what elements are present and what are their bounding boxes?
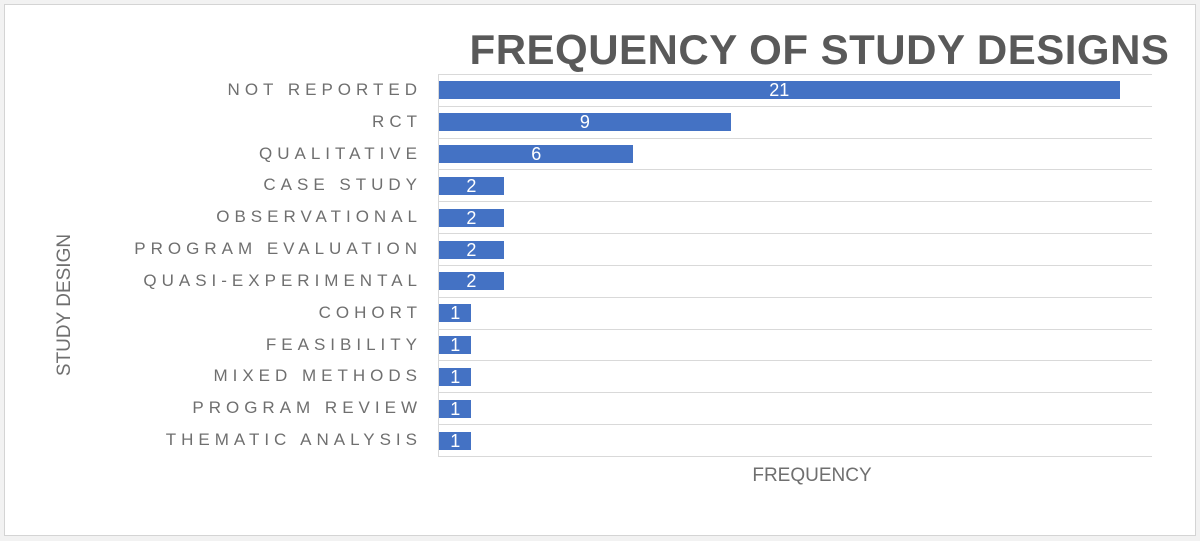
bar-value-label: 1 — [450, 398, 461, 419]
gridline-row: 9 — [439, 105, 1152, 138]
bar-value-label: 1 — [450, 366, 461, 387]
gridline-row: 1 — [439, 392, 1152, 424]
bar: 1 — [439, 303, 472, 324]
category-label: THEMATIC ANALYSIS — [165, 430, 422, 450]
gridline-row: 1 — [439, 424, 1152, 456]
bar-value-label: 1 — [450, 303, 461, 324]
bar: 2 — [439, 207, 504, 228]
gridline-row: 1 — [439, 360, 1152, 392]
category-label: FEASIBILITY — [265, 334, 422, 354]
category-label: MIXED METHODS — [213, 366, 422, 386]
bar-value-label: 9 — [579, 112, 590, 133]
gridline-row: 2 — [439, 264, 1152, 297]
gridline-row: 1 — [439, 328, 1152, 361]
bar: 2 — [439, 239, 504, 260]
bar: 1 — [439, 430, 472, 451]
bar: 2 — [439, 175, 504, 196]
category-label: NOT REPORTED — [227, 79, 422, 99]
chart-frame: FREQUENCY OF STUDY DESIGNS STUDY DESIGN … — [4, 4, 1196, 536]
x-axis-title: FREQUENCY — [752, 465, 872, 486]
gridline-row: 2 — [439, 201, 1152, 233]
chart-title: FREQUENCY OF STUDY DESIGNS — [469, 26, 1170, 73]
bar: 1 — [439, 335, 472, 356]
bar: 21 — [439, 80, 1120, 101]
gridline-row: 2 — [439, 169, 1152, 201]
bar: 6 — [439, 144, 634, 165]
gridline-row: 1 — [439, 296, 1152, 329]
bar: 1 — [439, 398, 472, 419]
bar-value-label: 1 — [450, 335, 461, 356]
category-label: QUALITATIVE — [258, 143, 422, 163]
bar-value-label: 1 — [450, 430, 461, 451]
bar-value-label: 2 — [466, 271, 477, 292]
gridline-row: 21 — [439, 74, 1152, 106]
gridline-row: 2 — [439, 233, 1152, 265]
bar-value-label: 21 — [769, 80, 790, 101]
category-axis-labels: NOT REPORTED RCT QUALITATIVE CASE STUDY OBSE… — [5, 74, 422, 456]
category-label: COHORT — [318, 302, 422, 322]
bar: 9 — [439, 112, 731, 133]
category-label: RCT — [372, 111, 422, 131]
category-label: OBSERVATIONAL — [216, 207, 422, 227]
bar-value-label: 2 — [466, 175, 477, 196]
category-label: QUASI-EXPERIMENTAL — [143, 270, 422, 290]
category-label: PROGRAM EVALUATION — [134, 239, 422, 259]
bar-value-label: 6 — [531, 144, 542, 165]
bar: 1 — [439, 366, 472, 387]
bar-value-label: 2 — [466, 239, 477, 260]
gridline-row: 6 — [439, 137, 1152, 170]
category-label: PROGRAM REVIEW — [192, 398, 422, 418]
bar: 2 — [439, 271, 504, 292]
category-label: CASE STUDY — [263, 175, 422, 195]
bar-value-label: 2 — [466, 207, 477, 228]
plot-area: 21 9 6 2 2 2 2 1 1 1 1 1 — [438, 74, 1152, 457]
